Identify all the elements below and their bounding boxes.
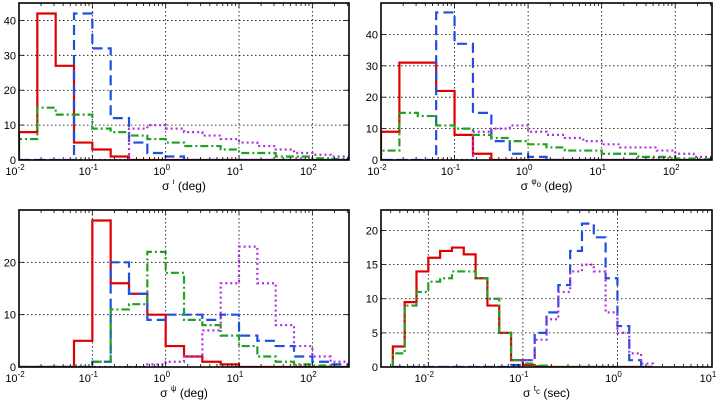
series-red-histogram xyxy=(381,61,712,160)
plot-frame xyxy=(18,2,350,161)
series-green-histogram xyxy=(381,111,712,160)
y-tick-label: 10 xyxy=(366,124,378,136)
series-group xyxy=(19,219,349,367)
y-tick-label: 0 xyxy=(372,362,378,374)
y-tick-label: 0 xyxy=(372,155,378,167)
series-green-histogram xyxy=(19,106,349,160)
y-tick-label: 10 xyxy=(4,120,16,132)
series-group xyxy=(391,222,654,367)
x-tick-label: 100 xyxy=(516,163,533,178)
x-tick-label: 101 xyxy=(227,163,244,178)
y-tick-label: 10 xyxy=(366,294,378,306)
x-tick-label: 102 xyxy=(300,163,317,178)
series-group xyxy=(19,12,349,160)
plot-area xyxy=(19,3,349,160)
x-axis-label: σ ψ (deg) xyxy=(160,384,208,400)
y-tick-label: 20 xyxy=(4,85,16,97)
x-tick-label: 10-1 xyxy=(509,370,529,385)
series-green-histogram xyxy=(19,250,349,367)
plot-frame xyxy=(18,209,350,368)
y-tick-label: 5 xyxy=(372,328,378,340)
y-tick-label: 10 xyxy=(4,310,16,322)
y-tick-label: 20 xyxy=(366,225,378,237)
y-tick-label: 30 xyxy=(4,50,16,62)
x-tick-label: 10-1 xyxy=(79,370,99,385)
plot-frame xyxy=(380,2,713,161)
y-tick-label: 40 xyxy=(366,29,378,41)
series-blue-histogram xyxy=(381,11,712,160)
series-red-histogram xyxy=(19,219,349,367)
y-tick-label: 20 xyxy=(4,257,16,269)
x-tick-label: 101 xyxy=(227,370,244,385)
y-tick-label: 20 xyxy=(366,92,378,104)
x-tick-label: 10-1 xyxy=(441,163,461,178)
x-axis-label: σ tc (sec) xyxy=(523,384,570,400)
plot-area xyxy=(381,210,712,367)
x-tick-label: 10-2 xyxy=(367,163,387,178)
x-tick-label: 10-1 xyxy=(79,163,99,178)
x-tick-label: 101 xyxy=(700,370,717,385)
series-group xyxy=(381,11,712,160)
series-blue-histogram xyxy=(392,222,653,367)
x-tick-label: 102 xyxy=(300,370,317,385)
y-tick-label: 40 xyxy=(4,15,16,27)
series-magenta-histogram xyxy=(381,124,712,160)
plot-area xyxy=(381,3,712,160)
x-tick-label: 10-2 xyxy=(5,370,25,385)
x-axis-label: σ φo (deg) xyxy=(521,177,573,193)
x-tick-label: 100 xyxy=(153,163,170,178)
x-tick-label: 101 xyxy=(589,163,606,178)
x-tick-label: 100 xyxy=(605,370,622,385)
plot-frame xyxy=(380,209,713,368)
y-tick-label: 15 xyxy=(366,260,378,272)
x-tick-label: 102 xyxy=(663,163,680,178)
series-green-histogram xyxy=(391,270,653,367)
x-tick-label: 100 xyxy=(153,370,170,385)
x-tick-label: 10-2 xyxy=(415,370,435,385)
y-tick-label: 0 xyxy=(10,155,16,167)
x-tick-label: 10-2 xyxy=(5,163,25,178)
series-blue-histogram xyxy=(19,12,349,160)
y-tick-label: 30 xyxy=(366,61,378,73)
x-axis-label: σ ι (deg) xyxy=(162,177,206,193)
chart-panel-4: 10-2 10-1 100 101 0 5 10 15 20 σ tc (sec) xyxy=(366,209,717,400)
y-tick-label: 0 xyxy=(10,362,16,374)
